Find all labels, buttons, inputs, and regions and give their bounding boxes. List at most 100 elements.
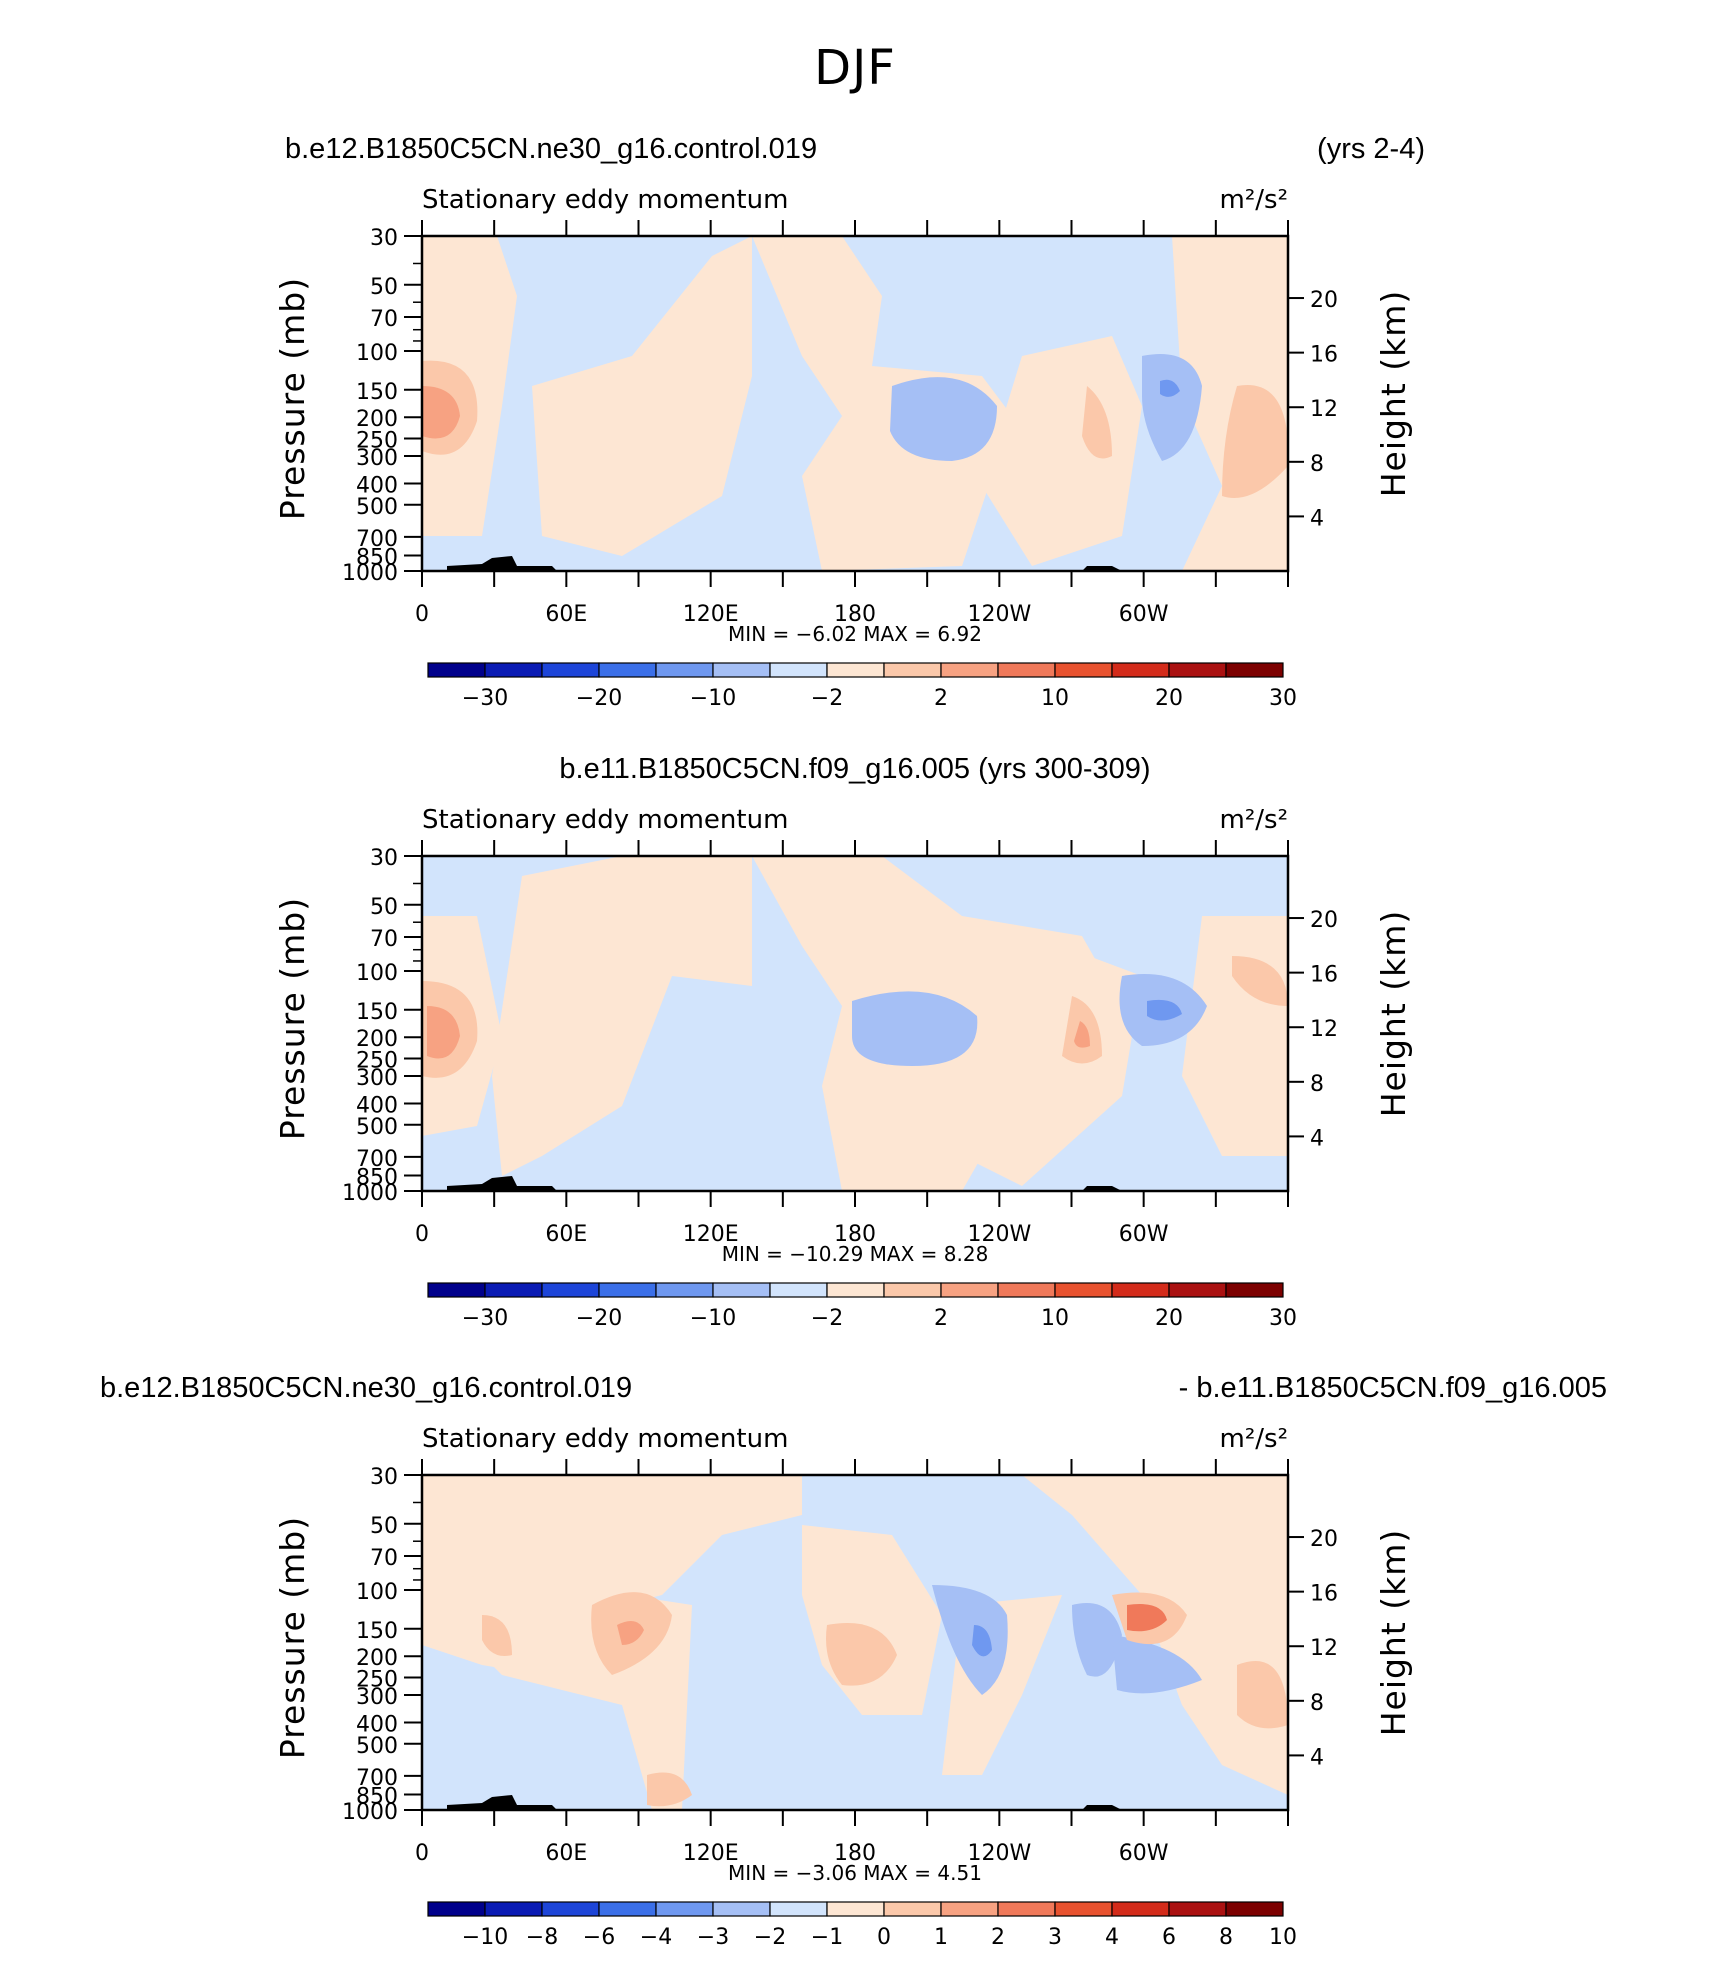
- y-tick-label: 500: [356, 1734, 398, 1759]
- colorbar-swatch: [1225, 1901, 1284, 1917]
- colorbar-swatch: [1225, 1282, 1284, 1298]
- colorbar-swatch: [655, 662, 714, 678]
- colorbar-label: −10: [462, 1925, 508, 1950]
- contour-region: [962, 946, 1142, 1186]
- colorbar-label: 6: [1162, 1925, 1176, 1950]
- y-tick-label: 70: [370, 927, 398, 952]
- y-tick-label: 250: [356, 1668, 398, 1693]
- colorbar-label: 2: [934, 1306, 948, 1331]
- contour-region: [422, 386, 460, 439]
- colorbar-label: −2: [811, 686, 843, 711]
- y-right-tick-label: 16: [1310, 963, 1338, 988]
- min-max-stats: MIN = −3.06 MAX = 4.51: [728, 1861, 982, 1885]
- contour-region: [1074, 1021, 1090, 1048]
- contour-field: [420, 234, 1290, 573]
- colorbar-swatch: [1168, 1282, 1227, 1298]
- y-right-tick-label: 8: [1310, 452, 1324, 477]
- y-right-axis-title: Height (km): [1374, 290, 1413, 498]
- y-tick-label: 50: [370, 275, 398, 300]
- colorbar-label: −30: [462, 1306, 508, 1331]
- x-tick-label: 120E: [683, 602, 739, 627]
- contour-region: [982, 336, 1142, 566]
- y-tick-label: 200: [356, 1646, 398, 1671]
- topography: [447, 556, 1122, 571]
- colorbar-swatch: [541, 1901, 600, 1917]
- y-axis-title: Pressure (mb): [273, 1516, 312, 1759]
- colorbar-label: 30: [1269, 1306, 1297, 1331]
- colorbar-swatch: [1111, 662, 1170, 678]
- colorbar-swatch: [769, 1282, 828, 1298]
- contour-region: [1112, 1635, 1202, 1694]
- y-right-tick-label: 16: [1310, 343, 1338, 368]
- units-label: m²/s²: [1220, 1424, 1288, 1454]
- chart-panel-3: Stationary eddy momentum m²/s²30507010015…: [273, 1424, 1413, 1950]
- colorbar-swatch: [997, 1901, 1056, 1917]
- x-tick-label: 120W: [967, 1841, 1031, 1866]
- y-tick-label: 30: [370, 1465, 398, 1490]
- x-tick-label: 0: [415, 1841, 429, 1866]
- colorbar-label: −2: [811, 1306, 843, 1331]
- y-right-tick-label: 20: [1310, 288, 1338, 313]
- colorbar-swatch: [1225, 662, 1284, 678]
- colorbar-swatch: [1111, 1282, 1170, 1298]
- colorbar-swatch: [541, 662, 600, 678]
- y-tick-label: 1000: [342, 561, 398, 586]
- contour-region: [1232, 956, 1288, 1006]
- y-right-tick-label: 4: [1310, 506, 1324, 531]
- panel-header-right: - b.e11.B1850C5CN.f09_g16.005: [1178, 1372, 1607, 1404]
- y-right-tick-label: 4: [1310, 1126, 1324, 1151]
- contour-region: [647, 1772, 692, 1807]
- variable-label: Stationary eddy momentum: [422, 185, 788, 215]
- contour-region: [1082, 386, 1112, 459]
- colorbar-swatch: [1054, 1901, 1113, 1917]
- y-tick-label: 100: [356, 961, 398, 986]
- colorbar-swatch: [769, 662, 828, 678]
- colorbar-swatch: [1111, 1901, 1170, 1917]
- colorbar-label: −10: [690, 1306, 736, 1331]
- chart-panel-2: Stationary eddy momentum m²/s²30507010015…: [273, 805, 1413, 1331]
- x-tick-label: 120E: [683, 1841, 739, 1866]
- contour-region: [427, 1006, 460, 1059]
- colorbar-label: −20: [576, 1306, 622, 1331]
- y-axis-title: Pressure (mb): [273, 277, 312, 520]
- y-tick-label: 850: [356, 1784, 398, 1809]
- colorbar-label: −1: [811, 1925, 843, 1950]
- figure-title: DJF: [814, 40, 896, 96]
- y-tick-label: 1000: [342, 1181, 398, 1206]
- colorbar-label: 2: [934, 686, 948, 711]
- x-tick-label: 60W: [1119, 1841, 1169, 1866]
- x-tick-label: 180: [834, 602, 876, 627]
- contour-region: [972, 1625, 992, 1657]
- y-right-tick-label: 12: [1310, 1017, 1338, 1042]
- colorbar-label: 30: [1269, 686, 1297, 711]
- panel-header-left: b.e12.B1850C5CN.ne30_g16.control.019: [285, 133, 818, 165]
- colorbar-label: −30: [462, 686, 508, 711]
- y-tick-label: 150: [356, 1619, 398, 1644]
- y-tick-label: 100: [356, 1580, 398, 1605]
- colorbar-swatch: [1168, 662, 1227, 678]
- topography: [447, 1176, 1122, 1191]
- colorbar-swatch: [427, 1901, 486, 1917]
- y-tick-label: 300: [356, 1685, 398, 1710]
- y-tick-label: 150: [356, 1000, 398, 1025]
- y-right-tick-label: 8: [1310, 1691, 1324, 1716]
- y-tick-label: 200: [356, 407, 398, 432]
- contour-region: [1160, 379, 1180, 397]
- contour-field: [420, 854, 1290, 1193]
- contour-region: [617, 1621, 644, 1645]
- y-tick-label: 50: [370, 1514, 398, 1539]
- colorbar-label: −10: [690, 686, 736, 711]
- min-max-stats: MIN = −10.29 MAX = 8.28: [722, 1242, 989, 1266]
- y-tick-label: 700: [356, 1147, 398, 1172]
- x-tick-label: 60W: [1119, 602, 1169, 627]
- y-tick-label: 300: [356, 1066, 398, 1091]
- colorbar-label: −20: [576, 686, 622, 711]
- colorbar-swatch: [484, 1282, 543, 1298]
- colorbar-label: 8: [1219, 1925, 1233, 1950]
- contour-region: [492, 856, 752, 1176]
- x-tick-label: 0: [415, 602, 429, 627]
- x-tick-label: 120E: [683, 1222, 739, 1247]
- colorbar-swatch: [883, 1901, 942, 1917]
- x-tick-label: 120W: [967, 1222, 1031, 1247]
- y-right-tick-label: 4: [1310, 1745, 1324, 1770]
